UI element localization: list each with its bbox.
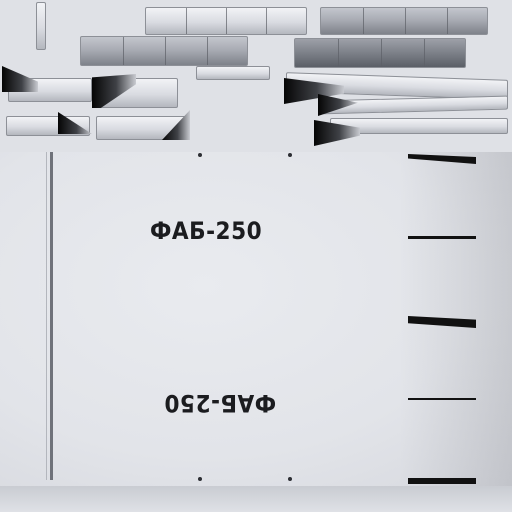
rivet-icon (198, 153, 202, 157)
vertical-seam-highlight (46, 152, 47, 480)
second-row-strip-left (80, 36, 248, 66)
rivet-icon (198, 477, 202, 481)
fin-mark-2 (408, 236, 476, 239)
fragment-center (196, 66, 270, 80)
rivet-icon (288, 153, 292, 157)
fin-mark-4 (408, 398, 476, 400)
fin-mark-5 (408, 478, 476, 484)
top-strip-segmented-2 (320, 7, 488, 35)
bottom-band (0, 486, 512, 512)
stencil-marking-upright: ФАБ-250 (150, 217, 263, 245)
vertical-seam (50, 152, 53, 480)
stencil-marking-rotated: ФАБ-250 (164, 389, 277, 417)
second-row-strip-right (294, 38, 466, 68)
top-left-vertical-strip (36, 2, 46, 50)
fin-mark-1 (408, 154, 476, 164)
top-strip-segmented-1 (145, 7, 307, 35)
rivet-icon (288, 477, 292, 481)
